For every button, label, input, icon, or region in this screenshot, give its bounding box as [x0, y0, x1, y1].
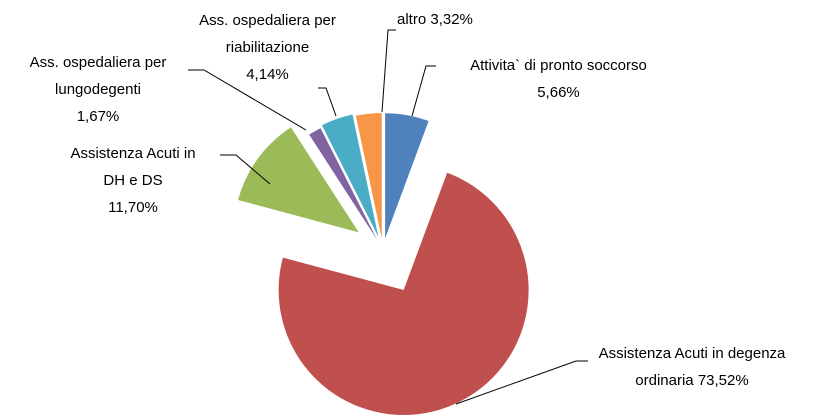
- data-label: Ass. ospedaliera per riabilitazione 4,14%: [180, 7, 355, 88]
- pie-slice: [278, 172, 529, 415]
- category-label: Assistenza Acuti in DH e DS: [70, 145, 196, 189]
- value-label: 11,70%: [108, 199, 158, 216]
- leader-line: [455, 360, 588, 405]
- leader-line: [381, 29, 396, 113]
- pie-slice: [385, 113, 429, 239]
- value-label: 5,66%: [537, 84, 580, 101]
- category-label: Ass. ospedaliera per riabilitazione: [199, 12, 336, 56]
- data-label: Assistenza Acuti in degenza ordinaria 73…: [582, 340, 802, 394]
- leader-line: [411, 65, 436, 117]
- data-label: Ass. ospedaliera per lungodegenti 1,67%: [8, 49, 188, 130]
- value-label: 3,32%: [430, 11, 473, 28]
- value-label: 4,14%: [246, 66, 289, 83]
- pie-slice: [355, 113, 382, 239]
- value-label: 1,67%: [76, 108, 120, 125]
- value-label: 73,52%: [697, 372, 749, 389]
- data-label: Attivita` di pronto soccorso 5,66%: [436, 52, 681, 106]
- category-label: Assistenza Acuti in degenza ordinaria: [598, 345, 786, 389]
- category-label: altro: [397, 11, 427, 28]
- pie-slice: [321, 114, 379, 237]
- leader-line: [220, 154, 271, 185]
- data-label: altro 3,32%: [397, 6, 527, 33]
- leader-line: [188, 69, 307, 131]
- leader-line: [318, 87, 337, 117]
- data-label: Assistenza Acuti in DH e DS 11,70%: [58, 140, 208, 221]
- category-label: Ass. ospedaliera per lungodegenti: [29, 54, 167, 98]
- pie-slice: [309, 128, 378, 240]
- category-label: Attivita` di pronto soccorso: [470, 57, 647, 74]
- pie-slice: [238, 127, 359, 233]
